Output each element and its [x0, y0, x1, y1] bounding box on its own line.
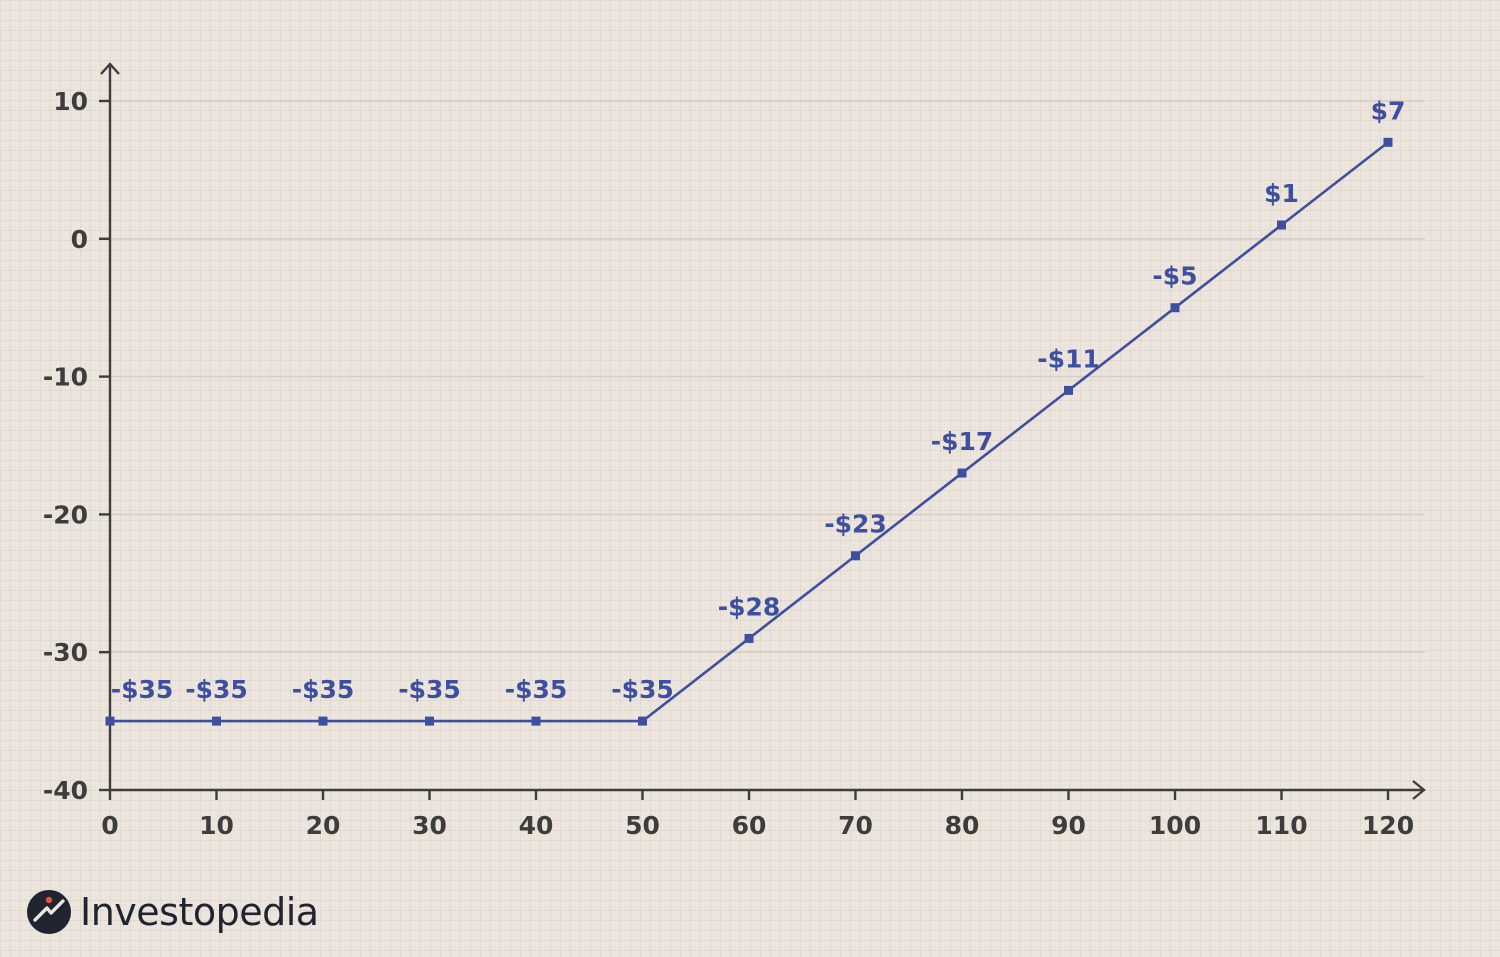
data-point: [318, 716, 328, 726]
y-tick-label: -30: [43, 638, 88, 667]
y-tick-label: -20: [43, 500, 88, 529]
data-label: -$35: [505, 675, 568, 704]
data-label: -$17: [931, 427, 994, 456]
data-label: $7: [1371, 96, 1406, 125]
x-tick-label: 110: [1255, 811, 1307, 840]
data-point: [105, 716, 115, 726]
data-point: [425, 716, 434, 726]
tick-labels: 100-10-20-30-400 10 20 30 40 50 60 70 80 90 100 110…: [43, 87, 1414, 840]
data-point: [212, 716, 221, 726]
data-label: -$5: [1152, 262, 1197, 291]
data-point: [1064, 385, 1073, 395]
x-tick-label: 60: [732, 811, 767, 840]
data-label: -$35: [398, 675, 461, 704]
y-tick-label: -40: [43, 776, 88, 805]
data-labels: -$35 -$35 -$35 -$35 -$35 -$35 -$28 -$23 -$17 -$11…: [111, 96, 1406, 704]
data-point: [851, 551, 860, 561]
y-tick-label: 10: [53, 87, 88, 116]
x-tick-label: 0: [101, 811, 118, 840]
data-label: $1: [1264, 179, 1299, 208]
data-label: -$23: [824, 510, 887, 539]
y-tick-label: 0: [71, 225, 88, 254]
x-tick-label: 20: [306, 811, 341, 840]
data-label: -$35: [111, 675, 174, 704]
data-label: -$28: [718, 592, 781, 621]
data-label: -$11: [1037, 344, 1100, 373]
x-tick-label: 120: [1362, 811, 1414, 840]
data-point: [1277, 220, 1286, 230]
data-point: [744, 633, 754, 643]
x-axis-arrow: [1412, 780, 1426, 800]
data-point: [531, 716, 541, 726]
y-axis-arrow: [100, 62, 120, 75]
x-tick-label: 100: [1149, 811, 1201, 840]
data-point: [957, 468, 967, 478]
x-tick-label: 80: [945, 811, 980, 840]
data-label: -$35: [292, 675, 355, 704]
brand-logo: Investopedia: [26, 886, 319, 938]
x-tick-label: 50: [625, 811, 660, 840]
axes: [99, 62, 1426, 800]
data-point: [1383, 137, 1393, 147]
logo-text: Investopedia: [80, 890, 319, 934]
data-label: -$35: [185, 675, 248, 704]
y-tick-label: -10: [43, 363, 88, 392]
data-label: -$35: [611, 675, 674, 704]
x-tick-label: 90: [1051, 811, 1086, 840]
x-tick-label: 30: [412, 811, 447, 840]
series: [105, 137, 1393, 726]
x-tick-label: 70: [838, 811, 873, 840]
data-point: [638, 716, 647, 726]
x-tick-label: 10: [199, 811, 234, 840]
x-tick-label: 40: [519, 811, 554, 840]
grid-lines: [110, 100, 1425, 654]
data-point: [1170, 303, 1180, 313]
investopedia-logo-icon: [27, 890, 71, 934]
